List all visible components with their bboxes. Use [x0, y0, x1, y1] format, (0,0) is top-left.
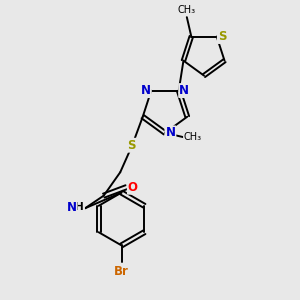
Text: S: S [128, 139, 136, 152]
Text: S: S [218, 30, 226, 43]
Text: N: N [179, 84, 189, 97]
Text: Br: Br [114, 265, 129, 278]
Text: CH₃: CH₃ [184, 132, 202, 142]
Text: CH₃: CH₃ [178, 5, 196, 15]
Text: H: H [75, 202, 84, 212]
Text: N: N [67, 200, 76, 214]
Text: N: N [165, 126, 176, 140]
Text: N: N [141, 84, 151, 97]
Text: O: O [128, 181, 138, 194]
